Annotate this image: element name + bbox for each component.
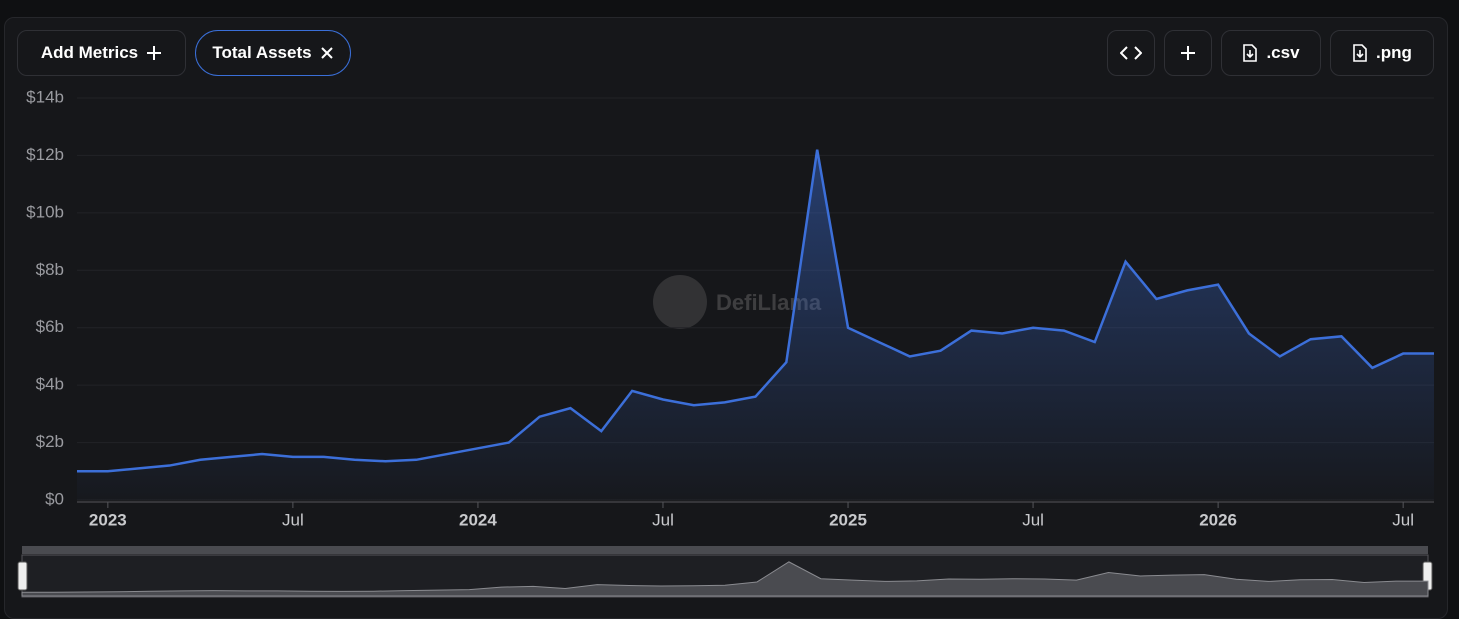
button-label: Add Metrics <box>40 43 139 62</box>
line <box>77 149 1434 473</box>
x-tick-label: 2023 <box>89 510 127 529</box>
plus-icon <box>1181 46 1195 60</box>
close-icon <box>320 47 333 59</box>
y-tick-label: $6b <box>36 317 64 336</box>
x-tick-label: Jul <box>1392 510 1414 529</box>
download-icon <box>1353 44 1367 62</box>
plus-icon <box>147 46 162 60</box>
add-button[interactable] <box>1164 30 1212 76</box>
x-tick-label: 2025 <box>829 510 867 529</box>
x-tick-label: Jul <box>1022 510 1044 529</box>
x-tick-label: Jul <box>652 510 674 529</box>
x-tick-label: 2024 <box>459 510 497 529</box>
y-tick-label: $4b <box>36 375 64 394</box>
area <box>77 149 1434 500</box>
button-label: .png <box>1376 43 1412 62</box>
x-tick-label: Jul <box>282 510 304 529</box>
x-tick-label: 2026 <box>1199 510 1237 529</box>
y-tick-label: $2b <box>36 432 64 451</box>
add-metrics-button[interactable]: Add Metrics <box>17 30 186 76</box>
y-tick-label: $10b <box>26 202 64 221</box>
csv-button[interactable]: .csv <box>1221 30 1321 76</box>
button-label: .csv <box>1266 43 1300 62</box>
navigator-handle[interactable] <box>17 561 28 591</box>
navigator-scrollbar[interactable] <box>22 546 1428 554</box>
png-button[interactable]: .png <box>1330 30 1434 76</box>
navigator-series <box>21 561 1429 597</box>
chip-label: Total Assets <box>212 43 312 62</box>
embed-button[interactable] <box>1107 30 1155 76</box>
download-icon <box>1243 44 1258 62</box>
y-tick-label: $8b <box>36 260 64 279</box>
y-tick-label: $0 <box>45 489 64 508</box>
y-tick-label: $12b <box>26 145 64 164</box>
code-icon <box>1120 46 1142 60</box>
metric-chip[interactable]: Total Assets <box>195 30 351 76</box>
y-tick-label: $14b <box>26 87 64 106</box>
